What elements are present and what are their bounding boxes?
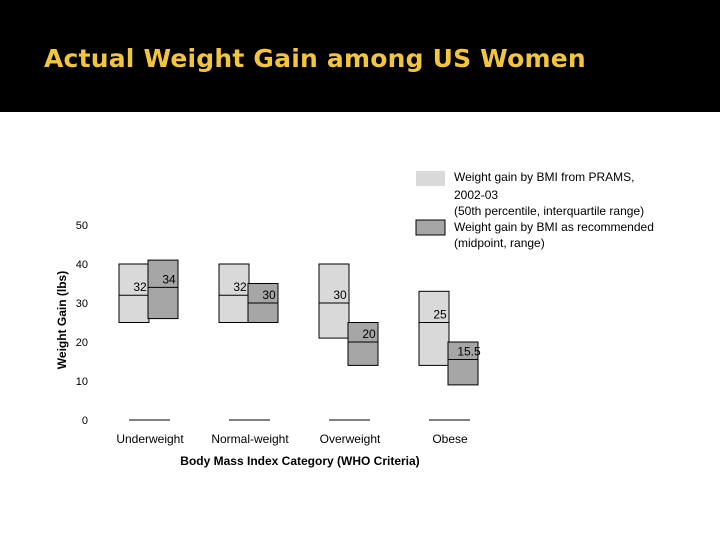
data-label: 34 <box>162 272 176 286</box>
data-label: 25 <box>433 308 447 322</box>
y-tick-label: 0 <box>82 415 88 427</box>
data-label: 32 <box>133 280 147 294</box>
legend-label: (50th percentile, interquartile range) <box>454 204 644 218</box>
chart-legend: Weight gain by BMI from PRAMS, 2002-03 (50… <box>415 170 654 250</box>
prams-range-bar <box>418 290 450 366</box>
x-tick-label: Overweight <box>320 432 381 446</box>
data-label: 32 <box>233 280 247 294</box>
y-tick-label: 20 <box>76 337 88 349</box>
data-label: 15.5 <box>457 345 481 359</box>
title-bar <box>0 0 720 112</box>
recommended-range-bar <box>447 341 479 386</box>
y-tick-label: 40 <box>76 259 88 271</box>
y-tick-label: 30 <box>76 298 88 310</box>
legend-swatch-prams <box>416 171 445 186</box>
prams-range-bar <box>218 263 250 323</box>
x-tick-label: Underweight <box>116 432 184 446</box>
y-tick-label: 10 <box>76 376 88 388</box>
x-axis-label: Body Mass Index Category (WHO Criteria) <box>180 454 419 468</box>
legend-label: Weight gain by BMI from PRAMS, <box>454 170 635 184</box>
data-label: 30 <box>333 288 347 302</box>
prams-range-bar <box>318 263 350 339</box>
y-axis-label: Weight Gain (lbs) <box>55 271 69 369</box>
x-tick-label: Normal-weight <box>211 432 289 446</box>
legend-label: (midpoint, range) <box>454 236 545 250</box>
legend-label: Weight gain by BMI as recommended <box>454 220 654 234</box>
chart-bars: 32 34 32 30 30 20 25 15.5 <box>118 259 481 386</box>
recommended-range-bar <box>147 259 179 320</box>
slide-title: Actual Weight Gain among US Women <box>44 44 586 73</box>
x-tick-label: Obese <box>432 432 468 446</box>
chart-axes: 0 10 20 30 40 50 Underweight Normal-weight Overw… <box>76 220 470 446</box>
data-label: 30 <box>262 288 276 302</box>
y-tick-label: 50 <box>76 220 88 232</box>
legend-swatch-recommended <box>415 219 446 236</box>
legend-label: 2002-03 <box>454 188 498 202</box>
data-label: 20 <box>362 327 376 341</box>
recommended-range-bar <box>347 322 379 366</box>
